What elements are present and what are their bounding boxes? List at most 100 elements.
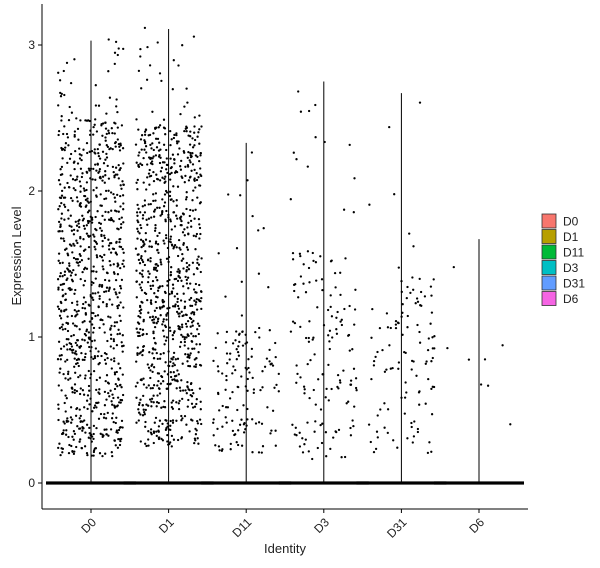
data-point [83, 320, 86, 323]
data-point [71, 199, 74, 202]
data-point [176, 270, 179, 273]
data-point [147, 311, 150, 314]
data-point [107, 38, 110, 41]
data-point [258, 336, 261, 339]
data-point [229, 352, 232, 355]
data-point [85, 188, 88, 192]
data-point [180, 333, 183, 337]
data-point [243, 422, 246, 425]
data-point [192, 288, 196, 291]
data-point [98, 294, 101, 298]
data-point [105, 433, 108, 436]
data-point [172, 185, 175, 188]
data-point [329, 447, 332, 451]
data-point [418, 403, 421, 406]
data-point [58, 79, 62, 82]
data-point [152, 268, 156, 271]
data-point [426, 451, 430, 455]
data-point [73, 244, 76, 247]
data-point [134, 385, 138, 388]
data-point [400, 290, 403, 294]
data-point [193, 144, 196, 147]
data-point [139, 257, 143, 260]
data-point [79, 235, 82, 239]
data-point [69, 81, 73, 85]
data-point [97, 391, 100, 394]
data-point [181, 252, 184, 256]
data-point [167, 260, 170, 264]
data-point [109, 327, 112, 330]
data-point [200, 422, 203, 426]
data-point [78, 427, 81, 430]
data-point [82, 249, 86, 252]
legend-swatch-d31 [541, 275, 557, 291]
data-point [385, 368, 388, 371]
data-point [112, 338, 115, 341]
data-point [192, 273, 196, 276]
data-point [145, 444, 148, 448]
data-point [190, 332, 193, 335]
data-point [79, 414, 82, 418]
data-point [146, 176, 149, 179]
data-point [250, 355, 253, 358]
data-point [87, 303, 90, 306]
data-point [95, 186, 98, 189]
data-point [152, 401, 155, 404]
data-point [138, 401, 141, 405]
data-point [178, 399, 181, 403]
data-point [67, 370, 70, 373]
data-point [212, 359, 215, 363]
data-point [116, 396, 120, 399]
data-point [184, 275, 187, 279]
data-point [189, 282, 192, 285]
data-point [171, 407, 175, 410]
data-point [312, 259, 315, 263]
data-point [307, 336, 310, 340]
data-point [68, 443, 71, 447]
data-point [91, 410, 94, 413]
data-point [161, 323, 164, 326]
data-point [99, 193, 102, 196]
data-point [92, 369, 96, 373]
data-point [335, 332, 339, 335]
data-point [257, 229, 260, 232]
data-point [100, 284, 104, 287]
data-point [137, 128, 140, 131]
data-point [115, 430, 118, 434]
data-point [148, 133, 152, 137]
data-point [192, 319, 195, 323]
data-point [186, 333, 189, 336]
data-point [301, 451, 305, 454]
data-point [119, 301, 122, 304]
data-point [119, 266, 122, 270]
data-point [104, 127, 108, 130]
data-point [164, 361, 167, 364]
data-point [321, 422, 324, 425]
data-point [121, 373, 124, 376]
data-point [295, 434, 298, 437]
data-point [193, 217, 196, 220]
data-point [119, 401, 122, 404]
data-point [161, 176, 164, 179]
data-point [71, 322, 75, 325]
data-point [183, 300, 187, 303]
data-point [171, 378, 174, 381]
data-point [76, 241, 79, 245]
data-point [117, 378, 120, 381]
data-point [247, 366, 250, 370]
data-point [238, 340, 241, 344]
data-point [142, 241, 145, 244]
data-point [177, 373, 180, 376]
data-point [183, 414, 187, 418]
data-point [63, 248, 67, 251]
data-point [252, 391, 255, 395]
data-point [257, 451, 261, 454]
data-point [193, 177, 196, 180]
data-point [263, 365, 267, 368]
data-point [137, 403, 141, 407]
data-point [388, 344, 391, 347]
data-point [185, 423, 188, 426]
data-point [168, 326, 171, 329]
data-point [87, 331, 91, 334]
data-point [154, 154, 158, 157]
